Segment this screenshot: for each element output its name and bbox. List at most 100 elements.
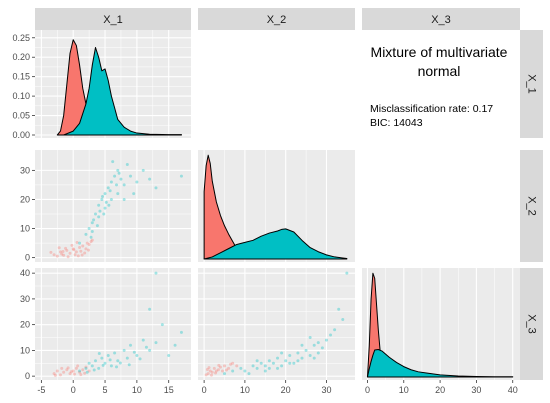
- data-point-cluster2: [312, 356, 316, 360]
- data-point-cluster1: [81, 244, 85, 248]
- data-point-cluster2: [300, 343, 304, 347]
- data-point-cluster2: [320, 346, 324, 350]
- data-point-cluster2: [138, 357, 142, 361]
- data-point-cluster2: [304, 348, 308, 352]
- data-point-cluster2: [106, 186, 110, 190]
- density-X_3-cluster2: [366, 348, 514, 378]
- data-point-cluster2: [97, 203, 101, 207]
- data-point-cluster2: [308, 354, 312, 358]
- data-point-cluster1: [90, 238, 94, 242]
- data-point-cluster1: [49, 250, 53, 254]
- data-point-cluster1: [212, 366, 216, 370]
- data-point-cluster2: [288, 361, 292, 365]
- data-point-cluster2: [89, 235, 93, 239]
- data-point-cluster2: [97, 366, 101, 370]
- panel-bg-X_3-X_2: [198, 268, 355, 380]
- data-point-cluster1: [52, 372, 56, 376]
- data-point-cluster2: [78, 241, 82, 245]
- data-point-cluster2: [95, 224, 99, 228]
- data-point-cluster2: [316, 341, 320, 345]
- data-point-cluster1: [217, 363, 221, 367]
- data-point-cluster2: [100, 356, 104, 360]
- data-point-cluster1: [87, 369, 91, 373]
- data-point-cluster1: [52, 253, 56, 257]
- data-point-cluster2: [101, 363, 105, 367]
- data-point-cluster1: [86, 248, 90, 252]
- data-point-cluster1: [76, 364, 80, 368]
- data-point-cluster2: [251, 364, 255, 368]
- misclassification-annotation: Misclassification rate: 0.17: [370, 103, 493, 115]
- data-point-cluster1: [58, 373, 62, 377]
- scatter-group-X_1-X_2: [49, 160, 183, 259]
- data-point-cluster2: [127, 363, 131, 367]
- y-tick-label: 40: [20, 268, 30, 278]
- y-tick-label: 0.05: [12, 111, 30, 121]
- data-point-cluster1: [71, 247, 75, 251]
- data-point-cluster2: [239, 366, 243, 370]
- strip-right-X_1: [520, 30, 543, 138]
- data-point-cluster2: [341, 317, 345, 321]
- data-point-cluster2: [259, 361, 263, 365]
- data-point-cluster2: [223, 372, 227, 376]
- data-point-cluster2: [84, 366, 88, 370]
- strip-top-label-X_3: X_3: [431, 14, 451, 26]
- data-point-cluster2: [292, 361, 296, 365]
- data-point-cluster2: [141, 338, 145, 342]
- data-point-cluster2: [144, 345, 148, 349]
- data-point-cluster2: [154, 271, 158, 275]
- data-point-cluster1: [68, 372, 72, 376]
- data-point-cluster2: [324, 338, 328, 342]
- data-point-cluster2: [141, 168, 145, 172]
- data-point-cluster2: [98, 209, 102, 213]
- density-group-X_1: [56, 39, 182, 136]
- data-point-cluster2: [122, 197, 126, 201]
- y-tick-label: 20: [20, 320, 30, 330]
- data-point-cluster2: [125, 163, 129, 167]
- chart-title-line-2: normal: [418, 63, 461, 79]
- data-point-cluster2: [106, 354, 110, 358]
- data-point-cluster2: [100, 197, 104, 201]
- strip-right-label-X_2: X_2: [526, 196, 538, 216]
- data-point-cluster2: [103, 361, 107, 365]
- data-point-cluster2: [116, 168, 120, 172]
- data-point-cluster2: [179, 330, 183, 334]
- data-point-cluster1: [68, 251, 72, 255]
- data-point-cluster1: [214, 371, 218, 375]
- data-point-cluster2: [113, 351, 117, 355]
- data-point-cluster2: [247, 372, 251, 376]
- data-point-cluster2: [93, 359, 97, 363]
- data-point-cluster2: [125, 356, 129, 360]
- data-point-cluster2: [97, 215, 101, 219]
- data-point-cluster2: [118, 361, 122, 365]
- data-point-cluster2: [280, 364, 284, 368]
- y-tick-label: 0: [25, 371, 30, 381]
- data-point-cluster1: [58, 250, 62, 254]
- data-point-cluster2: [109, 180, 113, 184]
- y-tick-label: 30: [20, 165, 30, 175]
- data-point-cluster1: [61, 250, 65, 254]
- data-point-cluster1: [53, 373, 57, 377]
- y-tick-label: 10: [20, 224, 30, 234]
- data-point-cluster2: [173, 343, 177, 347]
- strip-right-label-X_1: X_1: [526, 74, 538, 94]
- data-point-cluster1: [205, 367, 209, 371]
- data-point-cluster1: [62, 253, 66, 257]
- scatter-group-X_2-X_3: [204, 271, 349, 377]
- x-tick-label: 20: [435, 385, 445, 395]
- data-point-cluster1: [84, 247, 88, 251]
- gridlines-X_3-X_2: [198, 268, 355, 380]
- data-point-cluster2: [108, 358, 112, 362]
- x-tick-label: 30: [321, 385, 331, 395]
- scatter-group-X_1-X_3: [52, 271, 183, 377]
- data-point-cluster1: [74, 250, 78, 254]
- data-point-cluster2: [111, 160, 115, 164]
- data-point-cluster1: [70, 243, 74, 247]
- data-point-cluster1: [79, 249, 83, 253]
- data-point-cluster2: [154, 186, 158, 190]
- data-point-cluster2: [90, 229, 94, 233]
- data-point-cluster2: [103, 192, 107, 196]
- data-point-cluster2: [93, 212, 97, 216]
- strip-right-label-X_3: X_3: [526, 314, 538, 334]
- data-point-cluster1: [83, 251, 87, 255]
- data-point-cluster1: [85, 241, 89, 245]
